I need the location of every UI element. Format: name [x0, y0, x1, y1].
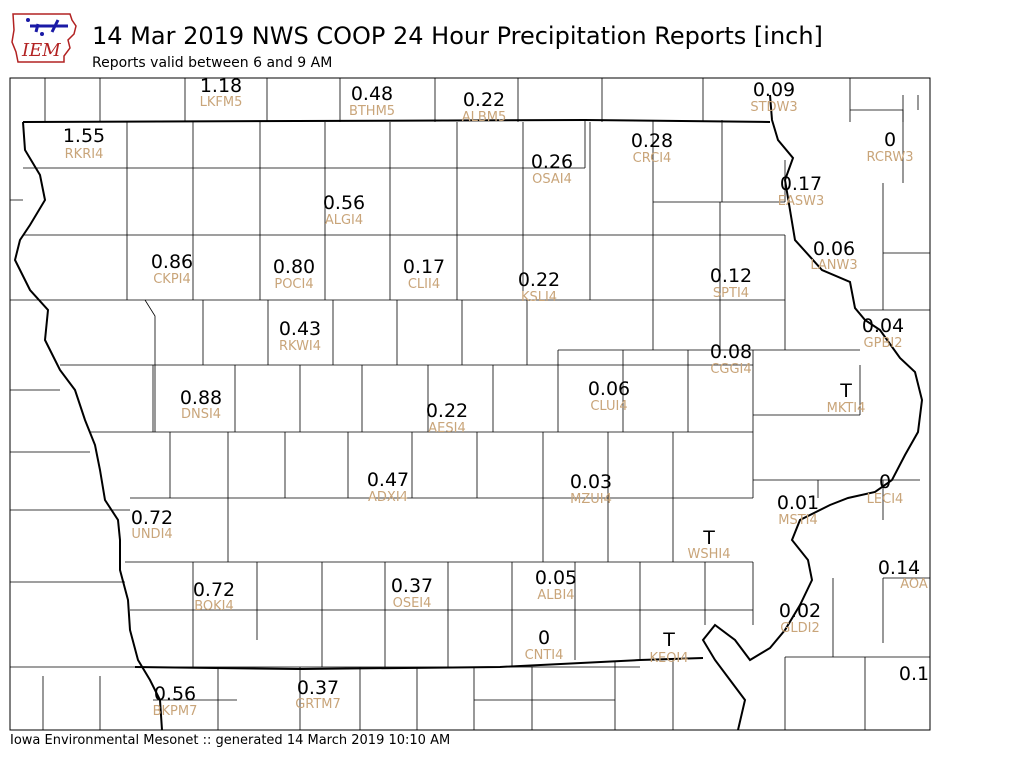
- station-id-albi4: ALBI4: [537, 588, 574, 603]
- station-id-adxi4: ADXI4: [368, 490, 408, 505]
- station-id-rcrw3: RCRW3: [866, 150, 913, 165]
- station-id-grtm7: GRTM7: [295, 697, 341, 712]
- precip-value-crci4: 0.28: [631, 130, 673, 152]
- iem-logo: IEM: [11, 13, 77, 63]
- station-dot-icon: [26, 18, 30, 22]
- precip-value-clii4: 0.17: [403, 256, 445, 278]
- precip-value-osei4: 0.37: [391, 575, 433, 597]
- precip-value-albm5: 0.22: [463, 89, 505, 111]
- station-id-algi4: ALGI4: [325, 213, 363, 228]
- county-boundaries: [10, 78, 930, 730]
- station-id-undi4: UNDI4: [131, 527, 172, 542]
- precip-value-rcrw3: 0: [884, 129, 896, 151]
- station-id-bkpm7: BKPM7: [153, 704, 198, 719]
- station-id-ckpi4: CKPI4: [153, 272, 191, 287]
- precip-value-boki4: 0.72: [193, 579, 235, 601]
- precip-value-cnti4: 0: [538, 627, 550, 649]
- station-id-ksli4: KSLI4: [521, 290, 557, 305]
- logo-text: IEM: [21, 40, 61, 61]
- precip-value-gpbi2: 0.04: [862, 315, 904, 337]
- precip-value-easw3: 0.17: [780, 173, 822, 195]
- precip-value-bkpm7: 0.56: [154, 683, 196, 705]
- precip-value-lanw3: 0.06: [813, 238, 855, 260]
- station-id-osai4: OSAI4: [532, 172, 572, 187]
- map-subtitle: Reports valid between 6 and 9 AM: [92, 55, 333, 71]
- precip-value-albi4: 0.05: [535, 567, 577, 589]
- precip-value-rkwi4: 0.43: [279, 318, 321, 340]
- station-id-keoi4: KEOI4: [649, 651, 688, 666]
- station-id-aoa: AOA: [900, 577, 928, 592]
- precip-value-adxi4: 0.47: [367, 469, 409, 491]
- station-id-cggi4: CGGI4: [710, 362, 751, 377]
- footer-credit: Iowa Environmental Mesonet :: generated …: [10, 733, 451, 748]
- precip-value-clui4: 0.06: [588, 378, 630, 400]
- precip-value-msti4: 0.01: [777, 492, 819, 514]
- station-id-msti4: MSTI4: [778, 513, 818, 528]
- precip-value-mzui4: 0.03: [570, 471, 612, 493]
- precip-value-rkri4: 1.55: [63, 125, 105, 147]
- station-id-albm5: ALBM5: [462, 110, 507, 125]
- station-id-rkri4: RKRI4: [65, 147, 104, 162]
- precip-value-dnsi4: 0.88: [180, 387, 222, 409]
- precip-value-unnamed: 0.1: [899, 663, 929, 685]
- station-id-dnsi4: DNSI4: [181, 407, 221, 422]
- station-id-spti4: SPTI4: [713, 286, 749, 301]
- station-id-lanw3: LANW3: [810, 258, 857, 273]
- iowa-missouri-border: [134, 657, 704, 671]
- precip-value-poci4: 0.80: [273, 256, 315, 278]
- station-id-mzui4: MZUI4: [570, 492, 612, 507]
- precip-value-undi4: 0.72: [131, 507, 173, 529]
- station-id-rkwi4: RKWI4: [279, 339, 321, 354]
- precip-value-cggi4: 0.08: [710, 341, 752, 363]
- station-id-boki4: BOKI4: [194, 599, 234, 614]
- precip-value-algi4: 0.56: [323, 192, 365, 214]
- station-id-poci4: POCI4: [274, 277, 313, 292]
- station-id-bthm5: BTHM5: [349, 104, 395, 119]
- station-id-easw3: EASW3: [778, 194, 824, 209]
- station-id-osei4: OSEI4: [393, 596, 432, 611]
- station-id-clii4: CLII4: [408, 277, 440, 292]
- precip-value-leci4: 0: [879, 471, 891, 493]
- station-id-clui4: CLUI4: [590, 399, 627, 414]
- map-title: 14 Mar 2019 NWS COOP 24 Hour Precipitati…: [92, 22, 823, 50]
- station-id-lkfm5: LKFM5: [200, 95, 243, 110]
- wind-barb-icon: [30, 19, 68, 33]
- precip-value-keoi4: T: [662, 629, 675, 651]
- station-id-gldi2: GLDI2: [780, 621, 819, 636]
- station-id-leci4: LECI4: [867, 492, 904, 507]
- precip-value-wshi4: T: [702, 527, 715, 549]
- precip-value-lkfm5: 1.18: [200, 75, 242, 97]
- map-frame: [9, 77, 931, 731]
- precip-value-grtm7: 0.37: [297, 677, 339, 699]
- station-id-aesi4: AESI4: [428, 421, 465, 436]
- precip-value-aoa: 0.14: [878, 557, 920, 579]
- precip-value-stdw3: 0.09: [753, 79, 795, 101]
- station-id-wshi4: WSHI4: [688, 547, 731, 562]
- precip-value-osai4: 0.26: [531, 151, 573, 173]
- precip-value-mkti4: T: [839, 380, 852, 402]
- state-boundaries: [13, 94, 924, 731]
- station-id-cnti4: CNTI4: [525, 648, 564, 663]
- station-id-gpbi2: GPBI2: [864, 336, 903, 351]
- mississippi-river-border: [701, 94, 924, 731]
- station-id-mkti4: MKTI4: [827, 401, 866, 416]
- precip-value-ckpi4: 0.86: [151, 251, 193, 273]
- precip-value-gldi2: 0.02: [779, 600, 821, 622]
- precip-value-spti4: 0.12: [710, 265, 752, 287]
- precip-value-aesi4: 0.22: [426, 400, 468, 422]
- station-id-stdw3: STDW3: [750, 100, 797, 115]
- station-dot-icon: [40, 32, 44, 36]
- station-id-crci4: CRCI4: [633, 151, 672, 166]
- iowa-minnesota-border: [22, 118, 771, 123]
- precip-value-ksli4: 0.22: [518, 269, 560, 291]
- missouri-river-border: [13, 121, 163, 731]
- precip-value-bthm5: 0.48: [351, 83, 393, 105]
